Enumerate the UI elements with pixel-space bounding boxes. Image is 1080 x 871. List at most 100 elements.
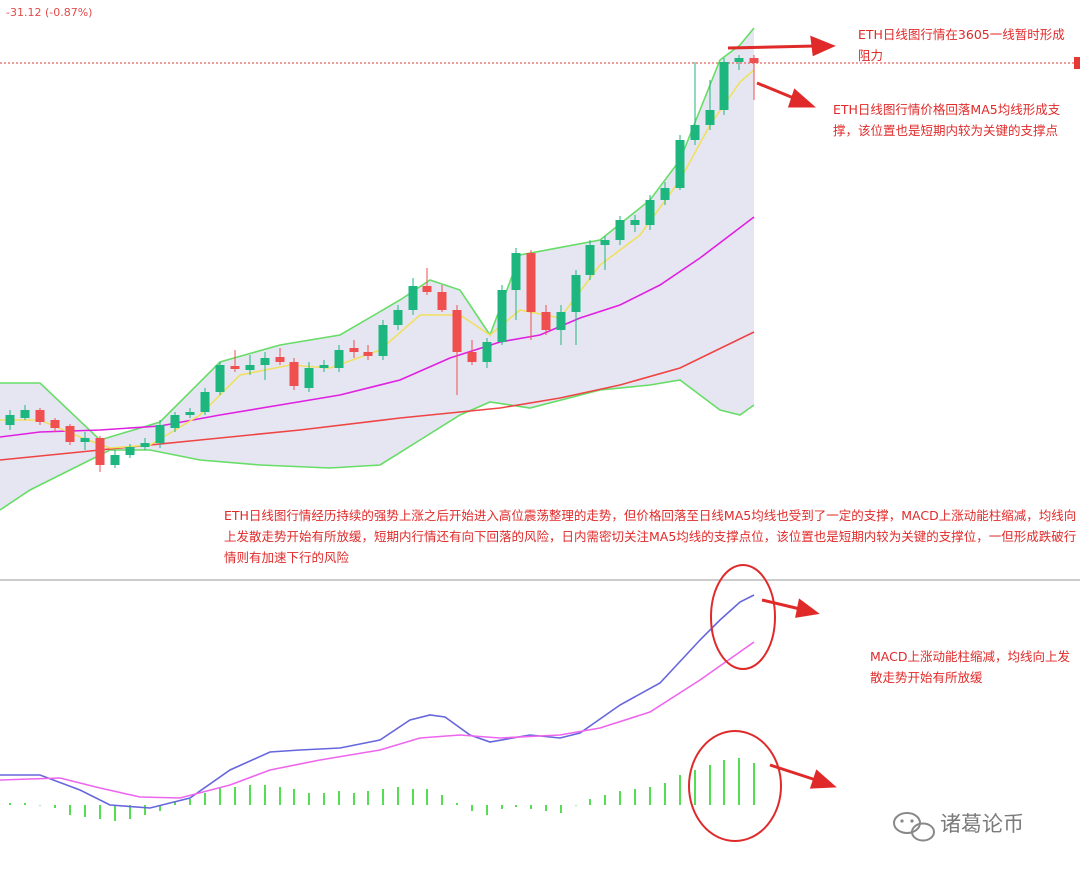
histogram-bar <box>694 770 696 805</box>
arrow-head <box>810 35 836 57</box>
candle-body <box>719 62 729 110</box>
candle-body <box>80 438 90 442</box>
annotation: ETH日线图行情在3605一线暂时形成阻力 <box>858 27 1065 63</box>
histogram-bar <box>426 789 428 805</box>
histogram-bar <box>619 791 621 805</box>
histogram-bar <box>84 805 86 817</box>
candle-body <box>556 312 566 330</box>
histogram-bar <box>219 787 221 805</box>
histogram-bar <box>249 785 251 805</box>
histogram-bar <box>738 758 740 805</box>
arrow-head <box>787 88 816 108</box>
highlight-circle <box>688 730 782 842</box>
candle-body <box>200 392 210 412</box>
histogram-bar <box>114 805 116 821</box>
indicator-line <box>0 641 755 799</box>
annotation-marks <box>688 35 935 842</box>
histogram-bar <box>69 805 71 815</box>
histogram-bar <box>144 805 146 815</box>
candle-body <box>230 366 240 369</box>
histogram-bar <box>723 760 725 805</box>
arrow <box>756 81 797 101</box>
candle-body <box>275 357 285 362</box>
histogram-bar <box>264 785 266 805</box>
histogram-bar <box>367 791 369 805</box>
watermark: 诸葛论币 <box>940 812 1024 836</box>
histogram-bar <box>456 803 458 805</box>
histogram-bar <box>515 805 517 807</box>
candle-body <box>482 342 492 362</box>
candle-body <box>615 220 625 240</box>
histogram-bar <box>575 805 577 806</box>
candle-body <box>497 290 507 342</box>
histogram-bar <box>589 799 591 805</box>
histogram-bar <box>159 805 161 811</box>
candle-body <box>125 447 135 455</box>
arrow <box>761 598 801 611</box>
candle-body <box>319 365 329 368</box>
price-change: -31.12 (-0.87%) <box>6 6 93 19</box>
arrow-head <box>795 598 820 618</box>
histogram-bar <box>397 787 399 805</box>
candle-body <box>349 348 359 352</box>
histogram-bar <box>293 789 295 805</box>
candle-body <box>467 352 477 362</box>
candle-body <box>215 365 225 392</box>
candle-body <box>185 412 195 415</box>
histogram-bar <box>54 805 56 808</box>
histogram-bar <box>174 802 176 805</box>
histogram-bar <box>679 775 681 805</box>
candle-body <box>20 410 30 418</box>
candle-body <box>452 310 462 352</box>
histogram-bar <box>634 789 636 805</box>
arrow-head <box>809 769 837 789</box>
candle-body <box>334 350 344 368</box>
candle-body <box>95 438 105 465</box>
histogram-bar <box>24 803 26 805</box>
highlight-circle <box>710 564 776 670</box>
histogram-bar <box>501 805 503 809</box>
candle-body <box>749 58 759 63</box>
histogram-bar <box>189 799 191 805</box>
candle-body <box>675 140 685 188</box>
candle-body <box>571 275 581 312</box>
histogram-bar <box>471 805 473 811</box>
histogram-bar <box>664 783 666 805</box>
histogram-bar <box>382 789 384 805</box>
histogram-bar <box>709 765 711 805</box>
histogram-bar <box>9 803 11 805</box>
histogram-bar <box>39 805 41 806</box>
candle-body <box>155 425 165 443</box>
histogram-bar <box>308 793 310 805</box>
histogram-bar <box>353 793 355 805</box>
candle-body <box>437 292 447 310</box>
candle-body <box>734 58 744 62</box>
histogram-bar <box>604 795 606 805</box>
histogram-bar <box>530 805 532 809</box>
arrow <box>769 763 817 782</box>
histogram-bar <box>486 805 488 815</box>
histogram-bar <box>545 805 547 811</box>
histogram-bar <box>129 805 131 819</box>
histogram-bar <box>649 787 651 805</box>
histogram-bar <box>338 791 340 805</box>
histogram-bar <box>441 795 443 805</box>
candle-body <box>5 415 15 425</box>
annotation: ETH日线图行情价格回落MA5均线形成支撑，该位置也是短期内较为关键的支撑点 <box>833 102 1061 138</box>
histogram-bar <box>560 805 562 813</box>
candle-body <box>304 368 314 388</box>
indicator-line <box>0 216 755 438</box>
candle-body <box>50 420 60 428</box>
candle-body <box>408 286 418 310</box>
histogram-bar <box>99 805 101 819</box>
candle-body <box>690 125 700 140</box>
candle-body <box>289 362 299 386</box>
candle-body <box>140 443 150 447</box>
candle-body <box>585 245 595 275</box>
candle-body <box>705 110 715 125</box>
candle-body <box>245 365 255 370</box>
price-tag <box>1074 57 1080 69</box>
histogram-bar <box>204 793 206 805</box>
